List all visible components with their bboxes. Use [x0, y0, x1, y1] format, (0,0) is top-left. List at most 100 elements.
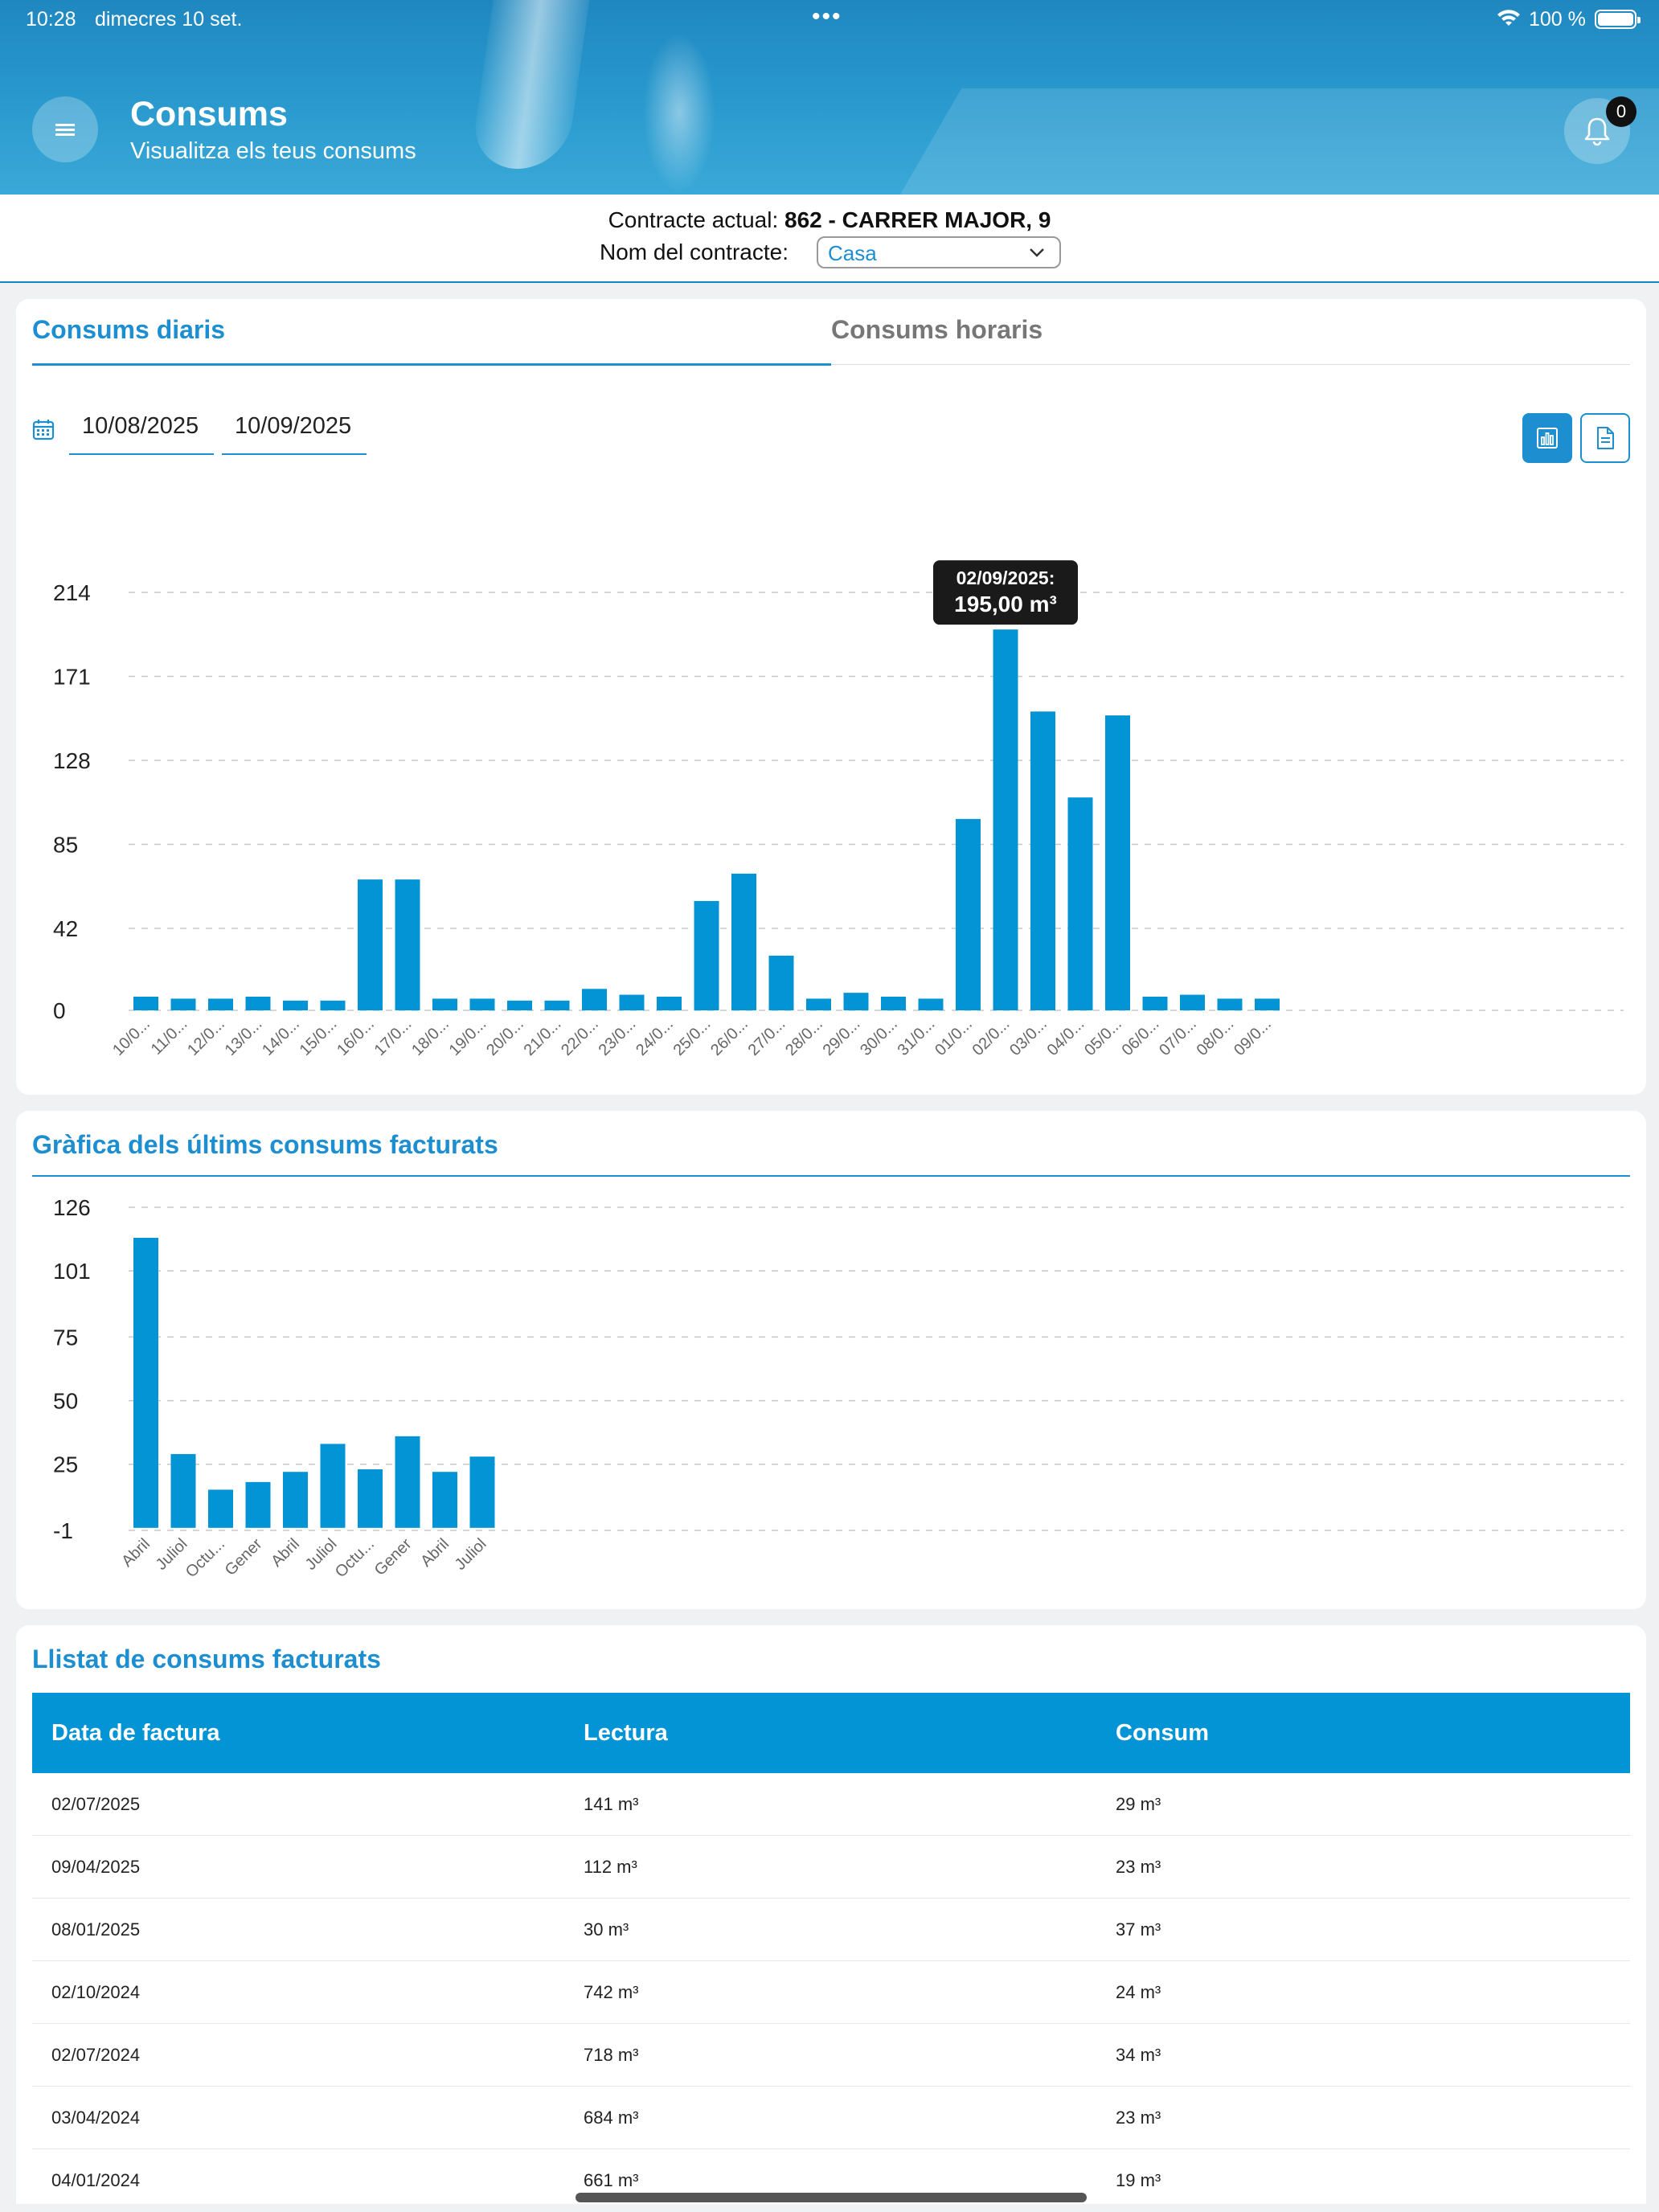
- x-tick-label: 16/0...: [334, 1015, 378, 1059]
- x-tick-label: Gener: [371, 1535, 416, 1579]
- x-tick-label: 01/0...: [932, 1015, 976, 1059]
- x-tick-label: 23/0...: [596, 1015, 640, 1059]
- x-tick-label: 09/0...: [1231, 1015, 1275, 1059]
- reading-cell: 684 m³: [584, 2107, 639, 2128]
- invoice-date-cell: 02/07/2024: [51, 2044, 141, 2065]
- consumption-cell: 19 m³: [1116, 2169, 1161, 2190]
- contract-name-label: Nom del contracte:: [600, 240, 789, 264]
- y-tick-label: 101: [53, 1259, 91, 1284]
- home-indicator[interactable]: [576, 2193, 1087, 2202]
- x-tick-label: 05/0...: [1081, 1015, 1125, 1059]
- tooltip-value: 195,00 m³: [954, 592, 1057, 616]
- x-tick-label: 03/0...: [1006, 1015, 1051, 1059]
- header-background-pool: [887, 88, 1659, 195]
- page-title: Consums: [130, 95, 288, 133]
- status-time: 10:28: [26, 8, 76, 31]
- calendar-icon[interactable]: [32, 418, 55, 440]
- chart-bar: [133, 1237, 158, 1528]
- x-tick-label: 18/0...: [408, 1015, 453, 1059]
- contract-name-value: Casa: [828, 241, 877, 265]
- document-view-button[interactable]: [1580, 413, 1630, 463]
- x-tick-label: 20/0...: [483, 1015, 527, 1059]
- chart-bar: [320, 1000, 346, 1010]
- date-to-input[interactable]: 10/09/2025: [222, 407, 367, 455]
- table-body: 02/07/2025 141 m³ 29 m³ 09/04/2025 112 m³ 23 …: [32, 1773, 1630, 2204]
- chart-bar: [208, 1489, 233, 1528]
- chart-bar: [358, 879, 383, 1010]
- table-row[interactable]: 02/07/2025 141 m³ 29 m³: [32, 1773, 1630, 1836]
- column-header-consumption[interactable]: Consum: [1116, 1719, 1209, 1746]
- x-tick-label: 13/0...: [222, 1015, 266, 1059]
- reading-cell: 30 m³: [584, 1919, 629, 1940]
- chart-bar: [1217, 998, 1243, 1010]
- chart-bar: [395, 879, 420, 1010]
- chevron-down-icon: [1030, 248, 1044, 257]
- invoice-date-cell: 02/10/2024: [51, 1981, 141, 2002]
- x-tick-label: 14/0...: [259, 1015, 303, 1059]
- x-tick-label: 07/0...: [1156, 1015, 1200, 1059]
- table-row[interactable]: 04/01/2024 661 m³ 19 m³: [32, 2149, 1630, 2204]
- x-tick-label: 22/0...: [558, 1015, 602, 1059]
- table-row[interactable]: 03/04/2024 684 m³ 23 m³: [32, 2087, 1630, 2149]
- y-tick-label: 0: [53, 998, 66, 1023]
- current-contract-label: Contracte actual:: [608, 207, 779, 232]
- reading-cell: 141 m³: [584, 1793, 639, 1814]
- x-tick-label: 25/0...: [670, 1015, 715, 1059]
- table-header: Data de factura Lectura Consum: [32, 1693, 1630, 1773]
- chart-tooltip: 02/09/2025: 195,00 m³: [933, 560, 1078, 625]
- tab-hourly-consumption[interactable]: Consums horaris: [831, 315, 1043, 344]
- menu-button[interactable]: [32, 96, 98, 162]
- reading-cell: 661 m³: [584, 2169, 639, 2190]
- x-tick-label: 10/0...: [109, 1015, 154, 1059]
- column-header-invoice-date[interactable]: Data de factura: [51, 1719, 220, 1746]
- table-row[interactable]: 02/10/2024 742 m³ 24 m³: [32, 1961, 1630, 2024]
- consumption-cell: 34 m³: [1116, 2044, 1161, 2065]
- active-tab-indicator: [32, 363, 831, 366]
- chart-bar: [956, 818, 981, 1010]
- chart-bar: [432, 1472, 457, 1528]
- y-tick-label: 42: [53, 916, 78, 941]
- header-background-splash: [643, 32, 715, 193]
- chart-bar: [1255, 998, 1280, 1010]
- contract-name-select[interactable]: Casa: [817, 236, 1061, 268]
- chart-bar: [1030, 711, 1055, 1010]
- chart-bar: [1180, 994, 1205, 1010]
- multitask-dots-icon[interactable]: •••: [812, 3, 842, 30]
- column-header-reading[interactable]: Lectura: [584, 1719, 668, 1746]
- chart-bar: [1142, 996, 1168, 1010]
- table-row[interactable]: 09/04/2025 112 m³ 23 m³: [32, 1836, 1630, 1899]
- chart-bar: [881, 996, 906, 1010]
- header: 10:28 dimecres 10 set. ••• 100 % Consums…: [0, 0, 1659, 195]
- daily-consumption-chart: 0 42 85 128 171 214 10/0...11/0...12/0...13/0.…: [53, 560, 1624, 1059]
- tab-daily-consumption[interactable]: Consums diaris: [32, 315, 226, 344]
- chart-bar: [694, 900, 719, 1010]
- x-tick-label: 24/0...: [633, 1015, 677, 1059]
- chart-bar: [283, 1472, 308, 1528]
- chart-bar: [469, 1456, 495, 1528]
- document-icon: [1597, 427, 1614, 449]
- chart-bar: [768, 955, 794, 1010]
- wifi-icon: [1497, 10, 1521, 33]
- invoice-date-cell: 03/04/2024: [51, 2107, 141, 2128]
- chart-bar: [283, 1000, 308, 1010]
- y-tick-label: 214: [53, 580, 91, 605]
- billed-consumption-table: Data de factura Lectura Consum 02/07/202…: [32, 1693, 1630, 2204]
- battery-icon: [1595, 10, 1641, 29]
- tooltip-date: 02/09/2025:: [956, 567, 1055, 588]
- table-row[interactable]: 08/01/2025 30 m³ 37 m³: [32, 1899, 1630, 1961]
- x-tick-label: Abril: [118, 1535, 154, 1571]
- chart-view-button[interactable]: [1522, 413, 1572, 463]
- x-tick-label: Gener: [222, 1535, 266, 1579]
- billed-consumption-chart-card: Gràfica dels últims consums facturats -1…: [16, 1111, 1646, 1609]
- reading-cell: 742 m³: [584, 1981, 639, 2002]
- chart-bar: [208, 998, 233, 1010]
- chart-bar: [320, 1444, 346, 1528]
- chart-bar: [358, 1469, 383, 1528]
- table-row[interactable]: 02/07/2024 718 m³ 34 m³: [32, 2024, 1630, 2087]
- x-tick-label: 12/0...: [184, 1015, 228, 1059]
- date-from-input[interactable]: 10/08/2025: [69, 407, 214, 455]
- chart-bar: [544, 1000, 570, 1010]
- x-tick-label: 29/0...: [820, 1015, 864, 1059]
- chart-bar: [469, 998, 495, 1010]
